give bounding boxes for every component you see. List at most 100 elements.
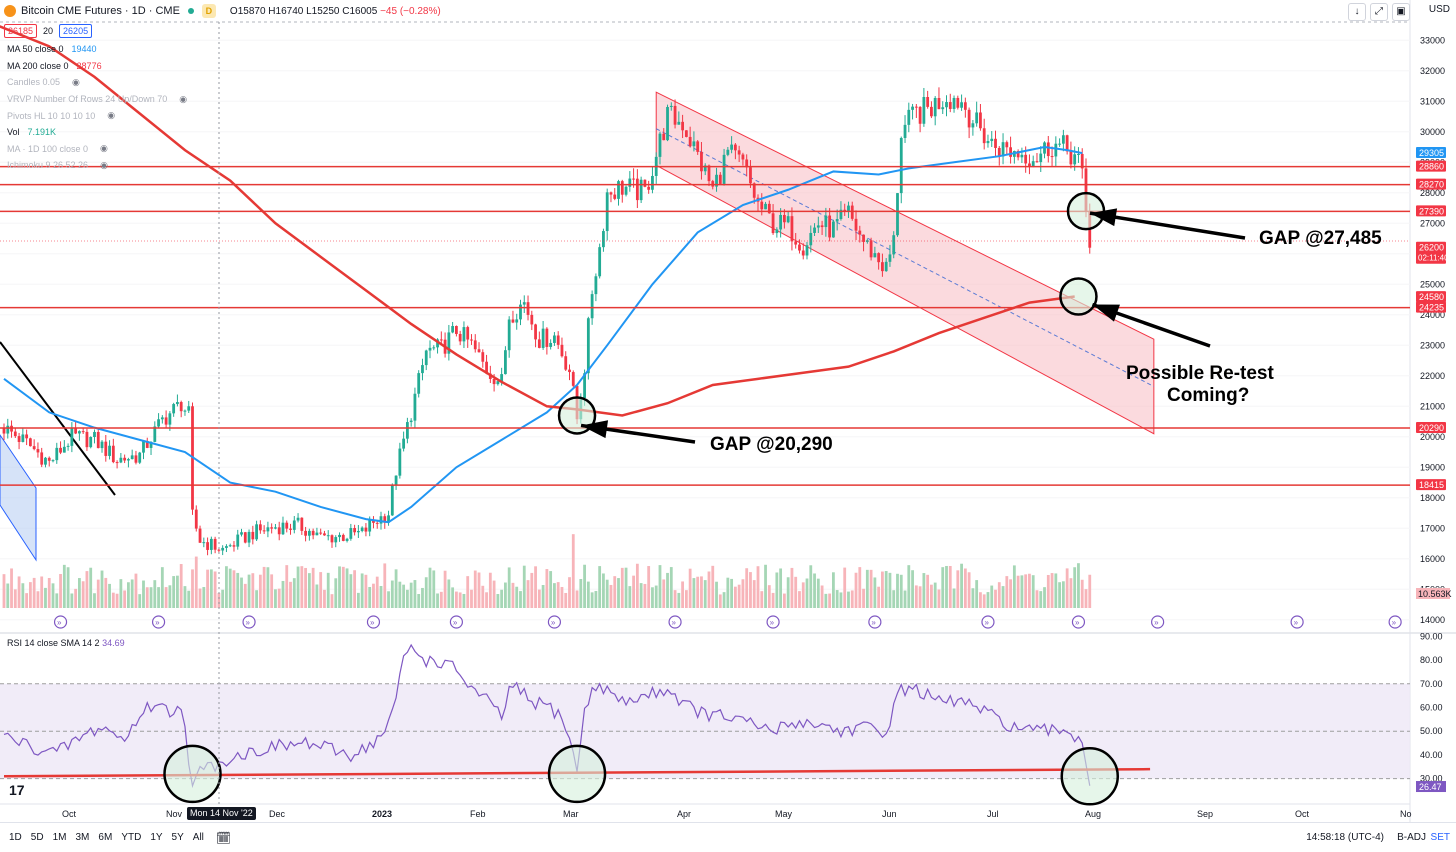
candle-body (1069, 151, 1073, 165)
volume-bar (1046, 574, 1050, 608)
volume-bar (21, 583, 25, 608)
candle-body (899, 137, 903, 194)
candle-body (285, 522, 289, 529)
clock-readout[interactable]: 14:58:18 (UTC-4) (1306, 832, 1384, 843)
event-marker-icon (868, 615, 882, 629)
legend-row[interactable]: Pivots HL 10 10 10 10 ◉ (7, 107, 187, 124)
price-tag (1416, 178, 1446, 190)
timeframe-1m[interactable]: 1M (52, 832, 67, 843)
volume-bar (673, 590, 677, 608)
main-chart[interactable]: 3300032000310003000029000280002700026000… (0, 0, 1456, 822)
volume-bar (515, 586, 519, 608)
candle-body (598, 247, 602, 277)
candle-body (183, 410, 187, 412)
volume-bar (466, 576, 470, 608)
volume-bar (285, 565, 289, 608)
candle-body (515, 319, 519, 323)
arrow-down-icon[interactable]: ↓ (1348, 3, 1366, 21)
adjustment-toggle[interactable]: B-ADJ (1397, 832, 1426, 843)
legend-row[interactable]: MA · 1D 100 close 0 ◉ (7, 141, 187, 158)
candle-body (718, 174, 722, 184)
candle-body (142, 440, 145, 453)
candle-body (681, 121, 684, 131)
price-tag-label: 28860 (1419, 162, 1444, 172)
candle-body (847, 205, 850, 211)
volume-bar (914, 585, 918, 608)
timeframe-all[interactable]: All (192, 832, 204, 843)
legend-label: Ichimoku 9 26 52 26 (7, 160, 89, 171)
legend-row[interactable]: Vol 7.191K (7, 124, 187, 141)
ask-price[interactable]: 26205 (59, 24, 93, 38)
candle-body (360, 527, 364, 531)
volume-bar (221, 589, 225, 608)
volume-bar (862, 588, 865, 608)
legend-row[interactable]: MA 50 close 0 19440 (7, 41, 187, 58)
candle-body (560, 344, 564, 357)
candle-body (786, 216, 790, 223)
candle-body (1073, 154, 1077, 165)
gap-highlight-circle (1059, 277, 1098, 316)
timeframe-6m[interactable]: 6M (98, 832, 113, 843)
time-axis-label: Dec (269, 809, 286, 819)
volume-bar (44, 587, 47, 608)
hidden-eye-icon[interactable]: ◉ (179, 93, 188, 104)
legend-row[interactable]: Candles 0.05 ◉ (7, 74, 187, 91)
price-axis-label: 17000 (1420, 523, 1445, 533)
timeframe-ytd[interactable]: YTD (121, 832, 142, 843)
candle-body (1046, 142, 1050, 157)
candle-body (458, 333, 462, 342)
volume-bar (289, 581, 292, 608)
legend-row[interactable]: Ichimoku 9 26 52 26 ◉ (7, 157, 187, 174)
volume-bar (605, 579, 609, 608)
candle-body (236, 534, 240, 547)
legend-row[interactable]: MA 200 close 0 28776 (7, 58, 187, 75)
timeframe-3m[interactable]: 3M (75, 832, 90, 843)
timeframe-5d[interactable]: 5D (30, 832, 44, 843)
volume-bar (662, 579, 666, 608)
hidden-eye-icon[interactable]: ◉ (100, 159, 108, 170)
timeframe-1d[interactable]: 1D (9, 832, 22, 843)
candle-body (564, 356, 568, 370)
volume-bar (28, 582, 32, 608)
candle-body (794, 241, 798, 245)
candle-body (390, 485, 394, 516)
candle-body (764, 203, 767, 210)
time-axis-label: May (775, 809, 793, 819)
timeframe-1y[interactable]: 1Y (150, 832, 163, 843)
legend-row[interactable]: VRVP Number Of Rows 24 Up/Down 70 ◉ (7, 91, 187, 108)
candle-body (914, 106, 918, 108)
candle-body (74, 427, 78, 434)
expand-icon[interactable]: ⤢ (1370, 3, 1388, 21)
volume-bar (323, 589, 326, 608)
event-marker-glyph: » (1075, 618, 1080, 627)
candle-body (782, 214, 786, 223)
candle-body (767, 203, 771, 214)
candle-body (1077, 153, 1080, 155)
bid-price[interactable]: 26185 (4, 24, 38, 38)
candle-body (549, 342, 553, 347)
volume-bar (477, 572, 481, 608)
candle-body (522, 302, 526, 305)
volume-bar (164, 587, 168, 608)
settlement-toggle[interactable]: SET (1430, 832, 1450, 843)
event-marker-glyph: » (770, 618, 775, 627)
timeframe-5y[interactable]: 5Y (171, 832, 184, 843)
price-tag (1416, 291, 1446, 303)
candle-body (85, 431, 89, 448)
screenshot-icon[interactable]: ▣ (1392, 3, 1410, 21)
candle-body (979, 112, 982, 129)
hidden-eye-icon[interactable]: ◉ (72, 76, 80, 87)
calendar-icon[interactable]: 🗓 (215, 830, 232, 845)
symbol-title[interactable]: Bitcoin CME Futures · 1D · CME (21, 5, 180, 17)
volume-bar (281, 580, 285, 608)
volume-bar (55, 593, 59, 608)
candles (2, 87, 1092, 556)
candle-body (534, 324, 537, 340)
hidden-eye-icon[interactable]: ◉ (100, 143, 108, 154)
candle-body (922, 97, 926, 124)
hidden-eye-icon[interactable]: ◉ (107, 110, 116, 121)
candle-body (383, 516, 387, 523)
currency-label[interactable]: USD (1428, 4, 1450, 15)
candle-body (270, 527, 274, 529)
candle-body (801, 250, 805, 256)
